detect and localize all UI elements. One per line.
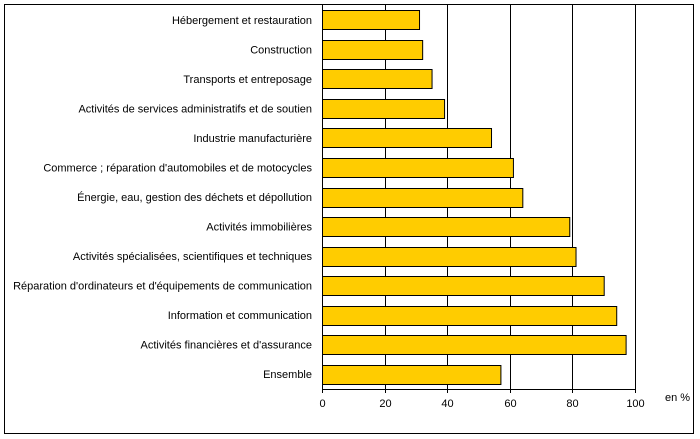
bar xyxy=(322,365,502,385)
category-label: Activités financières et d'assurance xyxy=(141,340,312,352)
x-tick-label: 20 xyxy=(379,398,391,410)
category-label: Industrie manufacturière xyxy=(193,133,312,145)
x-tick-label: 0 xyxy=(319,398,325,410)
bar xyxy=(322,335,627,355)
category-label: Commerce ; réparation d'automobiles et d… xyxy=(43,162,312,174)
category-labels: Hébergement et restauration Construction T… xyxy=(13,15,312,381)
bar xyxy=(322,217,571,237)
category-label: Activités de services administratifs et … xyxy=(78,103,312,115)
bar xyxy=(322,128,493,148)
x-tick-label: 60 xyxy=(504,398,516,410)
category-label: Information et communication xyxy=(168,310,312,322)
x-axis-unit-label: en % xyxy=(665,392,690,404)
category-label: Transports et entreposage xyxy=(183,74,312,86)
category-label: Ensemble xyxy=(263,369,312,381)
bar xyxy=(322,99,446,119)
category-label: Hébergement et restauration xyxy=(172,15,312,27)
x-tick-label: 40 xyxy=(441,398,453,410)
bar xyxy=(322,158,514,178)
bars xyxy=(322,10,627,385)
x-tick-label: 80 xyxy=(566,398,578,410)
category-label: Construction xyxy=(250,44,312,56)
category-label: Activités immobilières xyxy=(206,222,312,234)
x-tick-label: 100 xyxy=(626,398,644,410)
category-label: Énergie, eau, gestion des déchets et dép… xyxy=(77,191,312,204)
category-label: Activités spécialisées, scientifiques et… xyxy=(73,251,313,263)
bar xyxy=(322,306,618,326)
bar xyxy=(322,276,605,296)
bar xyxy=(322,188,524,208)
bar xyxy=(322,10,421,30)
bar xyxy=(322,247,577,267)
bar xyxy=(322,69,433,89)
x-axis: 0 20 40 60 80 100 xyxy=(319,5,645,410)
bar xyxy=(322,40,424,60)
category-label: Réparation d'ordinateurs et d'équipement… xyxy=(13,281,312,293)
